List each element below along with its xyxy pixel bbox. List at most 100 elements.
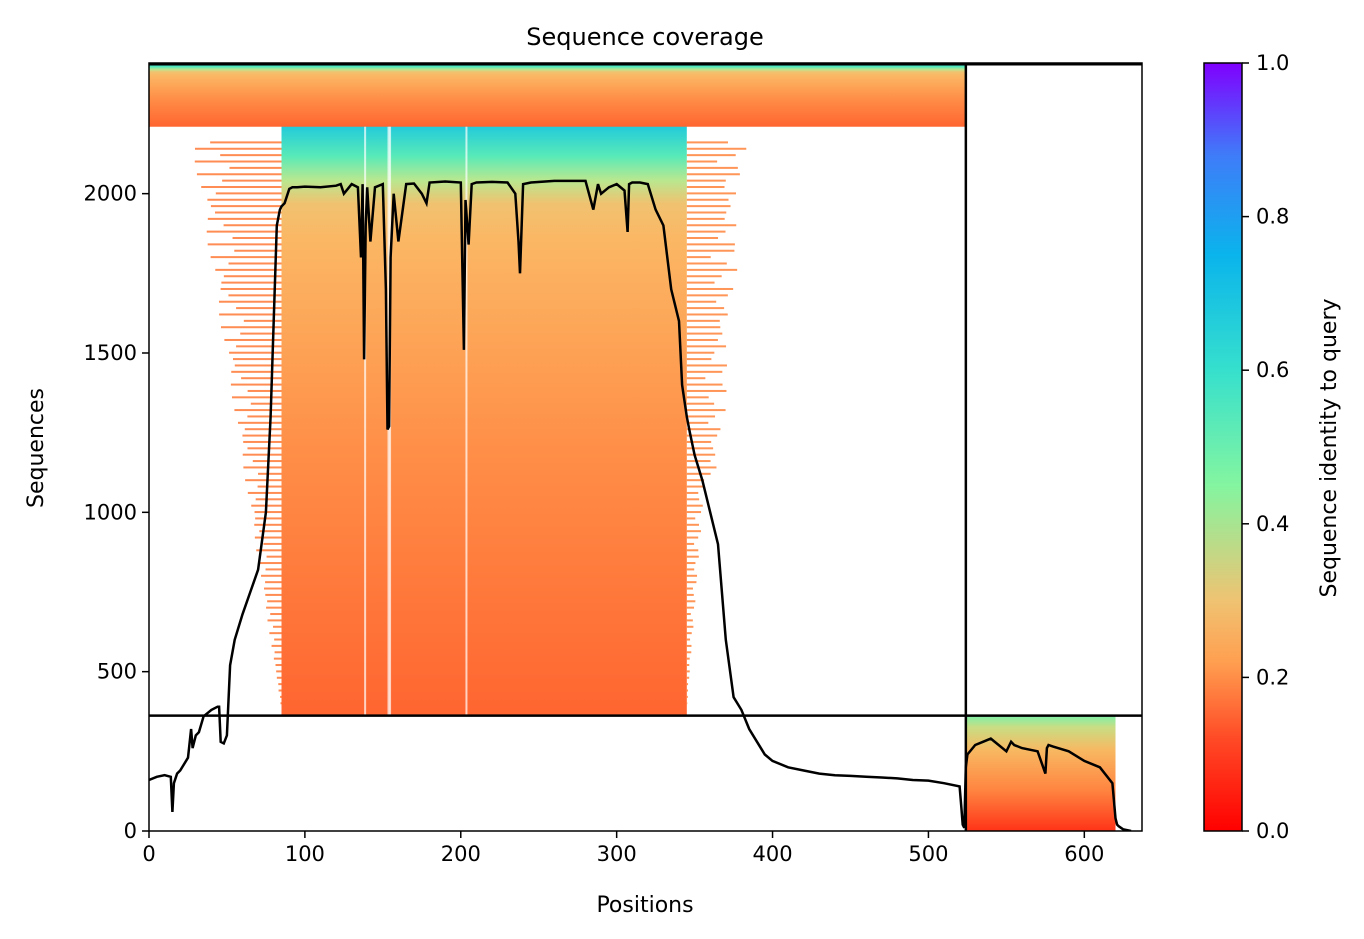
y-tick-label: 1500 [84, 341, 137, 365]
block-1-left-edge [223, 275, 282, 278]
block-1-left-edge [258, 472, 282, 475]
coverage-line [149, 179, 1132, 831]
block-1-right-edge [686, 638, 691, 641]
msa-heatmap [149, 63, 1116, 831]
block-1-left-edge [194, 147, 282, 150]
block-1-right-edge [686, 377, 706, 380]
block-1-right-edge [686, 689, 689, 692]
block-1-right-edge [686, 294, 728, 297]
block-1-right-edge [686, 217, 725, 220]
block-1-left-edge [234, 249, 282, 252]
block-1-right-edge [686, 409, 726, 412]
block-1-core [281, 120, 687, 716]
block-1-right-edge [686, 562, 696, 565]
block-1-right-edge [686, 549, 699, 552]
block-1-right-edge [686, 205, 731, 208]
block-1-right-edge [686, 262, 727, 265]
x-axis-label: Positions [596, 893, 693, 918]
block-1-right-edge [686, 192, 737, 195]
colorbar-tick-label: 0.0 [1256, 819, 1289, 843]
block-1-right-edge [686, 179, 726, 182]
block-1-right-edge [686, 243, 735, 246]
block-1-left-edge [264, 587, 282, 590]
block-1-right-edge [686, 568, 695, 571]
block-1-right-edge [686, 581, 697, 584]
gap-streak [465, 126, 468, 716]
block-1-left-edge [250, 402, 282, 405]
block-1-right-edge [686, 447, 714, 450]
block-1-left-edge [243, 466, 282, 469]
block-1-left-edge [265, 593, 282, 596]
block-1-left-edge [278, 683, 282, 686]
block-1-left-edge [278, 689, 282, 692]
block-1-left-edge [207, 217, 282, 220]
block-1-left-edge [215, 268, 282, 271]
block-1-right-edge [686, 472, 711, 475]
block-1-left-edge [220, 326, 282, 329]
block-1-left-edge [252, 460, 282, 463]
block-1-right-edge [686, 606, 695, 609]
block-1-right-edge [686, 364, 727, 367]
y-tick-label: 2000 [84, 182, 137, 206]
block-1-left-edge [229, 166, 282, 169]
block-1-right-edge [686, 326, 721, 329]
block-1-right-edge [686, 166, 738, 169]
colorbar-tick-label: 0.6 [1256, 358, 1289, 382]
block-1-left-edge [254, 523, 282, 526]
block-1-right-edge [686, 651, 692, 654]
block-1-left-edge [210, 141, 282, 144]
block-1-left-edge [261, 574, 282, 577]
block-1-right-edge [686, 440, 712, 443]
block-1-right-edge [686, 268, 738, 271]
block-1-left-edge [270, 613, 282, 616]
plot-frame [148, 62, 1143, 832]
y-axis-label: Sequences [24, 388, 49, 508]
block-1-right-edge [686, 555, 699, 558]
block-1-right-edge [686, 224, 737, 227]
block-1-left-edge [269, 632, 282, 635]
block-1-right-edge [686, 613, 691, 616]
block-1-top-band [149, 63, 966, 127]
block-1-right-edge [686, 664, 690, 667]
block-1-right-edge [686, 396, 709, 399]
block-1-left-edge [254, 536, 282, 539]
block-1-left-edge [210, 256, 282, 259]
block-1-left-edge [206, 230, 282, 233]
block-1-left-edge [230, 383, 282, 386]
block-1-right-edge [686, 370, 723, 373]
block-1-left-edge [223, 224, 282, 227]
block-1-left-edge [234, 364, 282, 367]
block-1-left-edge [233, 358, 282, 361]
block-dividers [149, 62, 1142, 831]
block-1-left-edge [273, 625, 282, 628]
block-1-right-edge [686, 485, 704, 488]
block-1-right-edge [686, 332, 723, 335]
block-1-left-edge [232, 236, 282, 239]
block-1-left-edge [215, 211, 282, 214]
x-tick-label: 500 [908, 842, 948, 866]
block-1-left-edge [245, 479, 282, 482]
block-2-area [965, 715, 1116, 831]
block-1-right-edge [686, 141, 728, 144]
colorbar-label: Sequence identity to query [1317, 298, 1342, 597]
block-1-left-edge [222, 179, 282, 182]
block-1-right-edge [686, 383, 723, 386]
colorbar-tick-label: 1.0 [1256, 51, 1289, 75]
block-1-left-edge [266, 606, 282, 609]
colorbar-tick-label: 0.8 [1256, 205, 1289, 229]
block-1-left-edge [236, 345, 282, 348]
block-1-left-edge [237, 421, 282, 424]
block-1-left-edge [220, 154, 282, 157]
block-1-left-edge [215, 192, 282, 195]
block-1-right-edge [686, 466, 717, 469]
block-1-left-edge [254, 511, 282, 514]
block-1-right-edge [686, 523, 700, 526]
block-1-right-edge [686, 695, 688, 698]
block-1-left-edge [228, 294, 282, 297]
block-1-right-edge [686, 428, 721, 431]
block-1-left-edge [244, 428, 282, 431]
block-1-left-edge [201, 186, 282, 189]
block-1-right-edge [686, 491, 699, 494]
block-1-left-edge [207, 198, 282, 201]
block-1-right-edge [686, 173, 740, 176]
